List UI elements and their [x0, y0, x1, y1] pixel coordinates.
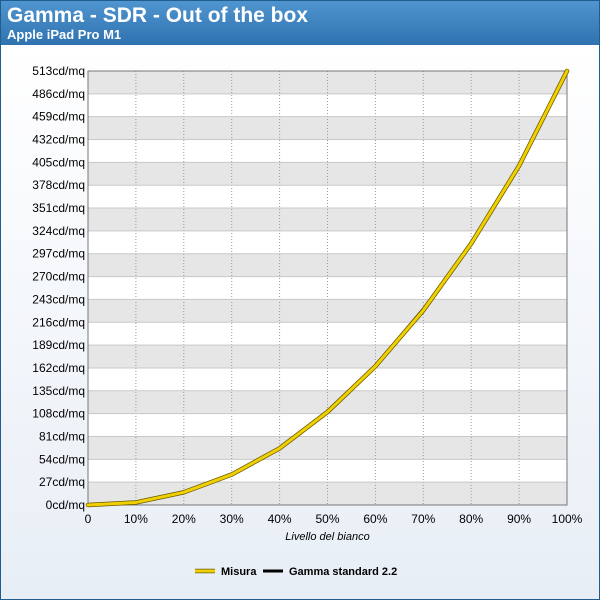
x-tick-label: 80% [459, 512, 483, 526]
plot-band [88, 208, 567, 231]
y-tick-label: 189cd/mq [32, 338, 85, 352]
legend: Misura Gamma standard 2.2 [195, 566, 397, 578]
y-tick-label: 108cd/mq [32, 407, 85, 421]
x-tick-label: 100% [552, 512, 583, 526]
plot-band [88, 482, 567, 505]
legend-item-misura: Misura [195, 566, 257, 578]
y-tick-label: 243cd/mq [32, 292, 85, 306]
x-tick-label: 50% [315, 512, 339, 526]
y-tick-label: 270cd/mq [32, 270, 85, 284]
y-tick-label: 0cd/mq [46, 498, 85, 512]
y-axis-ticks: 0cd/mq 27cd/mq 54cd/mq 81cd/mq 108cd/mq 135cd… [32, 64, 85, 512]
plot-band [88, 390, 567, 414]
plot-border [87, 70, 568, 506]
y-tick-label: 459cd/mq [32, 110, 85, 124]
y-tick-label: 162cd/mq [32, 361, 85, 375]
x-axis-label: Livello del bianco [285, 531, 369, 543]
plot-band [88, 253, 567, 277]
plot-band [88, 367, 567, 391]
series-line-misura [86, 69, 569, 507]
y-tick-label: 513cd/mq [32, 64, 85, 78]
y-tick-label: 81cd/mq [39, 429, 85, 443]
y-tick-label: 351cd/mq [32, 201, 85, 215]
y-tick-label: 405cd/mq [32, 155, 85, 169]
chart-title: Gamma - SDR - Out of the box [7, 4, 309, 27]
y-tick-label: 432cd/mq [32, 133, 85, 147]
plot-band [88, 299, 567, 323]
y-tick-label: 324cd/mq [32, 224, 85, 238]
y-tick-label: 297cd/mq [32, 247, 85, 261]
vertical-gridlines [135, 71, 520, 505]
x-tick-label: 30% [220, 512, 244, 526]
plot-band [88, 185, 567, 209]
horizontal-gridlines [88, 70, 567, 506]
x-tick-label: 60% [363, 512, 387, 526]
y-tick-label: 135cd/mq [32, 384, 85, 398]
x-tick-label: 10% [124, 512, 148, 526]
plot-band [88, 93, 567, 117]
chart-header: Gamma - SDR - Out of the box Apple iPad … [1, 1, 599, 45]
plot-band [88, 139, 567, 163]
plot-band [88, 322, 567, 346]
legend-item-gamma-standard: Gamma standard 2.2 [263, 566, 397, 578]
series-lines [85, 68, 570, 508]
x-tick-label: 20% [172, 512, 196, 526]
x-tick-label: 90% [507, 512, 531, 526]
y-tick-label: 216cd/mq [32, 315, 85, 329]
chart-subtitle: Apple iPad Pro M1 [7, 27, 122, 42]
y-tick-label: 54cd/mq [39, 452, 85, 466]
x-tick-label: 40% [268, 512, 292, 526]
x-tick-label: 70% [411, 512, 435, 526]
x-tick-label: 0 [85, 512, 92, 526]
y-tick-label: 378cd/mq [32, 178, 85, 192]
legend-label: Misura [221, 566, 257, 578]
plot-band [88, 71, 567, 94]
y-tick-label: 486cd/mq [32, 87, 85, 101]
x-axis-ticks: 0 10% 20% 30% 40% 50% 60% 70% 80% 90% 100% [85, 512, 583, 526]
legend-label: Gamma standard 2.2 [289, 566, 397, 578]
y-tick-label: 27cd/mq [39, 475, 85, 489]
plot-band [88, 436, 567, 460]
